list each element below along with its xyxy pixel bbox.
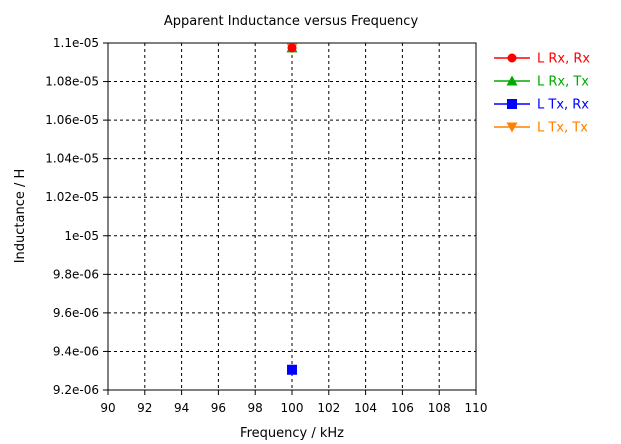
- y-axis-title: Inductance / H: [13, 169, 28, 264]
- x-tick-label: 104: [354, 401, 377, 415]
- chart-title: Apparent Inductance versus Frequency: [164, 14, 419, 29]
- x-tick-label: 108: [428, 401, 451, 415]
- y-tick-label: 1.1e-05: [53, 36, 99, 50]
- legend-marker: [506, 122, 518, 133]
- data-marks: [286, 42, 298, 375]
- legend-marker: [506, 75, 518, 86]
- x-tick-label: 102: [317, 401, 340, 415]
- y-tick-label: 1e-05: [64, 229, 99, 243]
- y-tick-label: 9.6e-06: [53, 306, 99, 320]
- data-point: [287, 43, 297, 53]
- legend-marker: [507, 53, 517, 63]
- y-tick-label: 9.2e-06: [53, 383, 99, 397]
- x-tick-label: 90: [100, 401, 115, 415]
- y-tick-label: 1.04e-05: [45, 152, 99, 166]
- x-tick-label: 96: [211, 401, 226, 415]
- x-tick-label: 110: [465, 401, 488, 415]
- legend-label: L Tx, Tx: [537, 121, 588, 136]
- legend-marker: [507, 99, 517, 109]
- data-point: [287, 364, 297, 375]
- y-tick-label: 9.8e-06: [53, 267, 99, 281]
- y-axis: 9.2e-06 9.4e-06 9.6e-06 9.8e-06 1e-05 1.02e-0…: [45, 36, 108, 397]
- legend-label: L Rx, Rx: [537, 52, 590, 67]
- x-axis-title: Frequency / kHz: [240, 426, 344, 441]
- x-tick-label: 106: [391, 401, 414, 415]
- y-tick-label: 1.02e-05: [45, 190, 99, 204]
- y-tick-label: 1.06e-05: [45, 113, 99, 127]
- x-axis: 90 92 94 96 98 100 102 104 106 108 110: [100, 390, 487, 415]
- legend-label: L Tx, Rx: [537, 98, 589, 113]
- x-tick-label: 100: [281, 401, 304, 415]
- y-tick-label: 1.08e-05: [45, 75, 99, 89]
- legend-label: L Rx, Tx: [537, 75, 589, 90]
- x-tick-label: 92: [137, 401, 152, 415]
- legend: L Rx, Rx L Rx, Tx L Tx, Rx L Tx, Tx: [494, 52, 590, 136]
- x-tick-label: 94: [174, 401, 189, 415]
- x-tick-label: 98: [248, 401, 263, 415]
- grid: [108, 43, 476, 390]
- y-tick-label: 9.4e-06: [53, 344, 99, 358]
